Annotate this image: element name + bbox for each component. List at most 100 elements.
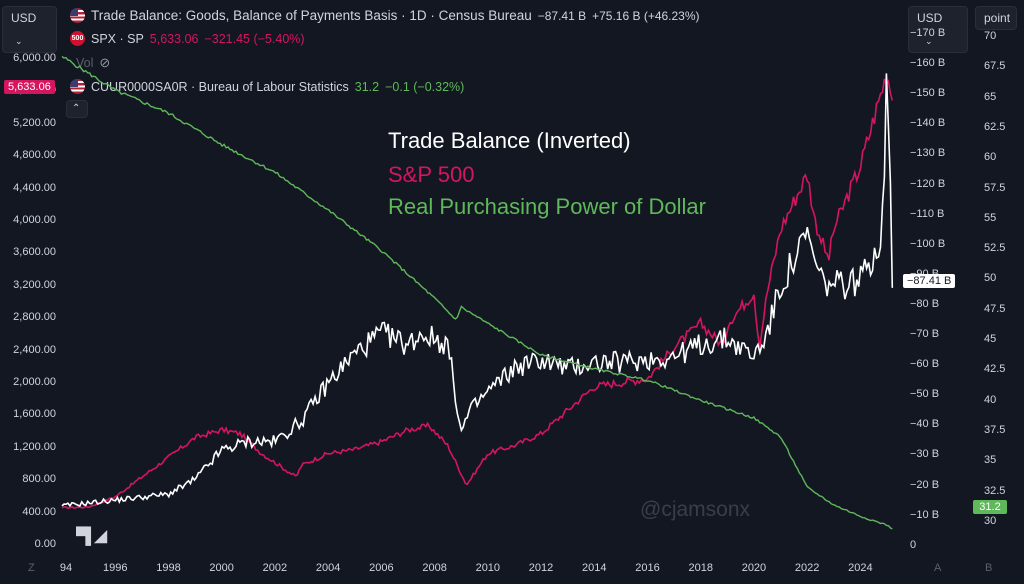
annotation-cpi: Real Purchasing Power of Dollar: [388, 194, 706, 219]
x-tick-label: 2022: [794, 562, 820, 574]
left-tick-label: 4,400.00: [13, 181, 56, 194]
mid-tick-label: −50 B: [910, 388, 940, 401]
left-tick-label: 1,600.00: [13, 408, 56, 421]
left-tick-label: 6,000.00: [13, 52, 56, 64]
x-tick-label: 94: [59, 562, 73, 574]
x-tick-label: 2020: [741, 562, 767, 574]
collapse-legend-button[interactable]: ⌃: [66, 100, 88, 118]
legend-spx-symbol: SPX · SP: [91, 31, 144, 46]
currency-label: USD: [11, 11, 37, 25]
right-tick-label: 30: [984, 514, 997, 527]
x-tick-label: 2014: [582, 562, 607, 574]
annotation-trade: Trade Balance (Inverted): [388, 128, 631, 153]
right-tick-label: 47.5: [984, 302, 1006, 315]
right-tick-label: 37.5: [984, 423, 1006, 436]
right-tick-label: 52.5: [984, 242, 1006, 255]
trade-balance-series-line[interactable]: [61, 73, 894, 508]
us-flag-icon: [70, 8, 85, 23]
x-tick-label: 2004: [315, 562, 341, 574]
right-tick-label: 67.5: [984, 60, 1006, 73]
mid-tick-label: −60 B: [910, 358, 940, 371]
spx-price-tag: 5,633.06: [4, 80, 55, 94]
auto-scale-label[interactable]: A: [934, 562, 942, 574]
x-tick-label: 2002: [262, 562, 288, 574]
right-tick-label: 32.5: [984, 484, 1006, 497]
x-tick-label: 2000: [209, 562, 234, 574]
chevron-down-icon: ⌄: [925, 36, 933, 46]
chevron-down-icon: ⌄: [15, 36, 23, 46]
currency-select-left[interactable]: USD ⌄: [2, 6, 57, 53]
mid-tick-label: 0: [910, 538, 917, 551]
legend-spx[interactable]: 500 SPX · SP 5,633.06 −321.45 (−5.40%): [70, 31, 305, 46]
left-tick-label: 400.00: [22, 505, 56, 518]
left-tick-label: 3,200.00: [13, 278, 56, 291]
right-tick-label: 35: [984, 454, 997, 467]
left-tick-label: 2,800.00: [13, 311, 56, 324]
legend-cpi-symbol: CUUR0000SA0R · Bureau of Labour Statisti…: [91, 79, 349, 94]
x-tick-label: 2010: [475, 562, 501, 574]
mid-tick-label: −140 B: [910, 117, 946, 130]
mid-tick-label: −30 B: [910, 448, 940, 461]
left-tick-label: 5,200.00: [13, 116, 56, 129]
legend-cpi[interactable]: CUUR0000SA0R · Bureau of Labour Statisti…: [70, 79, 464, 94]
mid-tick-label: −10 B: [910, 508, 940, 521]
right-tick-label: 60: [984, 151, 997, 164]
eye-hidden-icon[interactable]: ⊘: [99, 55, 111, 70]
mid-tick-label: −120 B: [910, 177, 946, 190]
right-tick-label: 42.5: [984, 363, 1006, 376]
x-tick-label: 2016: [635, 562, 660, 574]
legend-main-title: Trade Balance: Goods, Balance of Payment…: [91, 8, 532, 23]
currency-label: USD: [917, 11, 943, 25]
spx-500-icon: 500: [70, 31, 85, 46]
left-tick-label: 4,000.00: [13, 214, 56, 226]
scale-mode-button[interactable]: point: [975, 6, 1017, 30]
x-tick-label: 1996: [102, 562, 128, 574]
mid-tick-label: −170 B: [910, 27, 946, 39]
right-tick-label: 70: [984, 30, 997, 42]
legend-main-change: +75.16 B (+46.23%): [592, 8, 700, 23]
log-scale-label[interactable]: B: [985, 562, 993, 574]
right-tick-label: 65: [984, 90, 997, 103]
x-tick-label: 2008: [422, 562, 447, 574]
right-tick-label: 62.5: [984, 120, 1006, 133]
left-tick-label: 2,400.00: [13, 343, 56, 356]
chevron-up-icon: ⌃: [72, 103, 81, 114]
legend-main[interactable]: Trade Balance: Goods, Balance of Payment…: [70, 8, 700, 23]
left-tick-label: 1,200.00: [13, 440, 56, 453]
x-tick-label: 2006: [369, 562, 394, 574]
mid-tick-label: −20 B: [910, 478, 940, 491]
left-tick-label: 4,800.00: [13, 149, 56, 162]
mid-tick-label: −150 B: [910, 87, 946, 100]
legend-main-value: −87.41 B: [537, 8, 587, 23]
zoom-reset-label[interactable]: Z: [28, 562, 35, 574]
left-tick-label: 2,000.00: [13, 376, 56, 388]
mid-tick-label: −110 B: [910, 207, 945, 220]
purchasing-power-series-line[interactable]: [61, 55, 893, 530]
legend-cpi-change: −0.1 (−0.32%): [385, 79, 465, 94]
right-tick-label: 57.5: [984, 181, 1006, 194]
currency-select-right[interactable]: USD ⌄: [908, 6, 968, 53]
cpi-price-tag: 31.2: [973, 500, 1007, 514]
legend-spx-change: −321.45 (−5.40%): [204, 31, 305, 46]
us-flag-icon: [70, 79, 85, 94]
right-tick-label: 40: [984, 393, 997, 406]
mid-tick-label: −160 B: [910, 57, 946, 70]
x-tick-label: 2018: [688, 562, 713, 574]
mid-tick-label: −70 B: [910, 328, 940, 340]
left-tick-label: 800.00: [22, 473, 56, 486]
right-tick-label: 55: [984, 211, 997, 224]
left-tick-label: 0.00: [34, 538, 56, 550]
spx-series-line[interactable]: [61, 78, 894, 510]
trade-price-tag: −87.41 B: [903, 274, 956, 288]
right-tick-label: 50: [984, 272, 997, 285]
legend-cpi-value: 31.2: [354, 79, 380, 94]
mid-tick-label: −100 B: [910, 237, 946, 250]
scale-mode-label: point: [984, 11, 1011, 25]
x-tick-label: 2024: [848, 562, 873, 574]
legend-spx-value: 5,633.06: [149, 31, 199, 46]
mid-tick-label: −130 B: [910, 147, 946, 160]
x-tick-label: 2012: [528, 562, 554, 574]
mid-tick-label: −80 B: [910, 297, 940, 310]
right-tick-label: 45: [984, 333, 997, 345]
